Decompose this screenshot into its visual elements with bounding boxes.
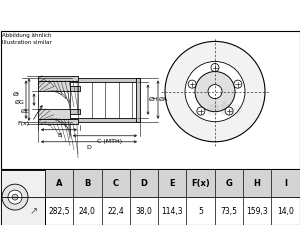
Bar (38, 91, 70, 109)
Circle shape (188, 80, 196, 88)
Text: C (MTH): C (MTH) (98, 139, 123, 144)
Circle shape (208, 85, 222, 99)
Circle shape (234, 80, 242, 88)
Text: D: D (87, 145, 92, 150)
Bar (38, 94, 48, 105)
Circle shape (197, 107, 205, 115)
Circle shape (185, 61, 245, 122)
Text: 24,0: 24,0 (79, 207, 96, 216)
Text: ØA: ØA (159, 97, 168, 102)
Bar (50, 109, 80, 114)
Text: F(x): F(x) (191, 179, 210, 188)
Text: D: D (140, 179, 148, 188)
Circle shape (225, 107, 233, 115)
Bar (38, 76, 78, 81)
Circle shape (195, 72, 235, 112)
Text: ØE: ØE (21, 109, 30, 114)
Text: F(x): F(x) (18, 121, 30, 126)
Text: ↗: ↗ (30, 206, 38, 216)
Bar (136, 78, 140, 122)
Bar (1, 170, 44, 225)
Text: ØH: ØH (149, 97, 159, 102)
Text: 159,3: 159,3 (246, 207, 268, 216)
Text: B: B (84, 179, 91, 188)
Bar (45, 170, 299, 197)
Text: A: A (56, 179, 62, 188)
Bar (50, 86, 80, 91)
Text: Abbildung ähnlich
Illustration similar: Abbildung ähnlich Illustration similar (2, 33, 52, 45)
Circle shape (8, 190, 22, 204)
Text: C: C (112, 179, 119, 188)
Text: 114,3: 114,3 (161, 207, 183, 216)
Text: E: E (169, 179, 175, 188)
Bar (38, 109, 70, 119)
Text: 5: 5 (198, 207, 203, 216)
Text: B: B (57, 133, 61, 138)
Text: ØG: ØG (15, 100, 25, 105)
Text: ØI: ØI (13, 92, 20, 97)
Text: 282,5: 282,5 (48, 207, 70, 216)
Circle shape (165, 41, 265, 142)
Bar (38, 81, 70, 91)
Circle shape (12, 194, 18, 200)
Bar (70, 118, 140, 122)
Text: G: G (225, 179, 232, 188)
Circle shape (2, 184, 28, 210)
Text: 38,0: 38,0 (136, 207, 152, 216)
Text: 14,0: 14,0 (277, 207, 294, 216)
Bar (38, 119, 78, 124)
Text: ate: ate (207, 100, 243, 119)
Text: 22,4: 22,4 (107, 207, 124, 216)
Text: 73,5: 73,5 (220, 207, 237, 216)
Circle shape (211, 63, 219, 72)
Text: H: H (254, 179, 260, 188)
Text: 24.0124-0178.1    424178: 24.0124-0178.1 424178 (45, 8, 255, 23)
Text: I: I (284, 179, 287, 188)
Bar (70, 78, 140, 81)
